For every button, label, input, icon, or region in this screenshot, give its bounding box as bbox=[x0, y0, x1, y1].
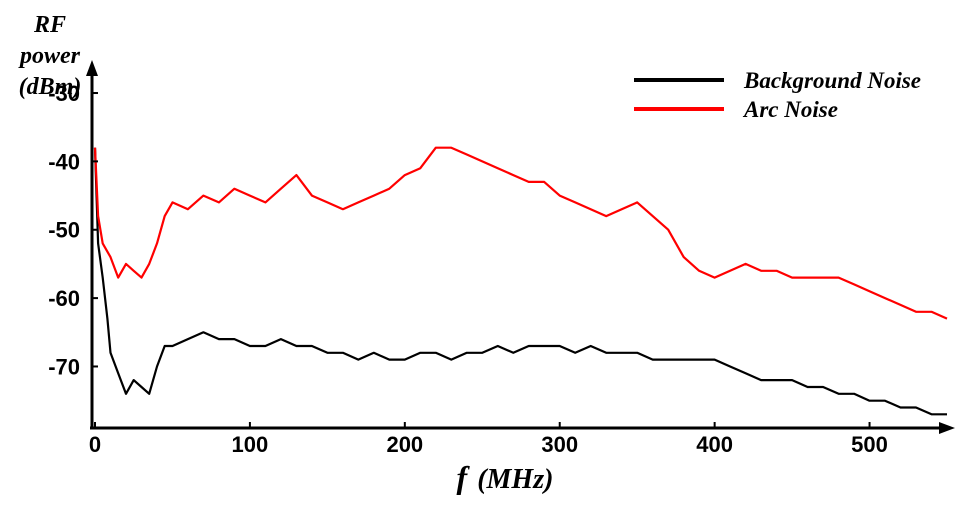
x-tick-label: 0 bbox=[89, 432, 101, 457]
series-line-arc-noise bbox=[93, 146, 948, 320]
legend: Background Noise Arc Noise bbox=[634, 68, 921, 122]
x-axis-arrow bbox=[939, 422, 955, 434]
x-tick-label: 100 bbox=[232, 432, 269, 457]
x-tick-label: 200 bbox=[386, 432, 423, 457]
tick-layer: 0 100 200 300 400 500 -30 -40 -50 -60 -70 bbox=[48, 81, 888, 457]
x-tick-label: 400 bbox=[696, 432, 733, 457]
y-tick-label: -40 bbox=[48, 149, 80, 174]
legend-label-background-noise: Background Noise bbox=[743, 68, 921, 93]
x-tick-label: 300 bbox=[541, 432, 578, 457]
y-axis-arrow bbox=[86, 60, 98, 76]
x-axis-title: f (MHz) bbox=[457, 459, 554, 495]
y-tick-label: -30 bbox=[48, 81, 80, 106]
series-layer bbox=[93, 146, 948, 416]
y-tick-label: -70 bbox=[48, 354, 80, 379]
y-axis-title-line-1: RF bbox=[33, 12, 66, 38]
y-tick-label: -50 bbox=[48, 218, 80, 243]
legend-label-arc-noise: Arc Noise bbox=[742, 97, 838, 122]
x-tick-label: 500 bbox=[851, 432, 888, 457]
y-axis-title-line-2: power bbox=[18, 43, 81, 69]
x-axis-title-unit: (MHz) bbox=[477, 464, 553, 495]
series-line-background-noise bbox=[93, 147, 947, 416]
y-axis-title-line-3: (dBm) bbox=[19, 74, 82, 100]
x-axis-title-variable: f bbox=[457, 459, 471, 495]
y-tick-label: -60 bbox=[48, 286, 80, 311]
